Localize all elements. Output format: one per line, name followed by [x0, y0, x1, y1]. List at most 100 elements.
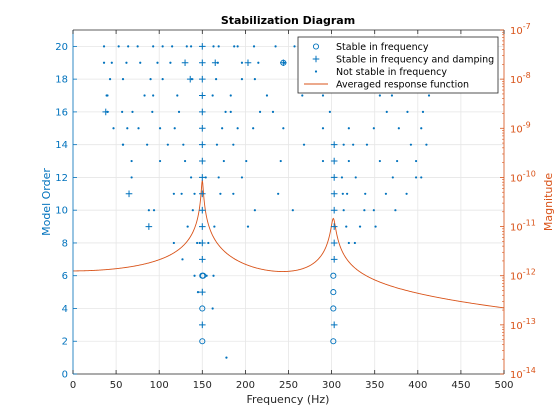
- stable-frequency-damping-marker: [199, 256, 206, 263]
- not-stable-marker: [222, 159, 225, 163]
- not-stable-marker: [328, 110, 331, 114]
- not-stable-marker: [106, 110, 109, 114]
- not-stable-marker: [172, 241, 175, 245]
- y-tick-right-exponent: -10: [523, 169, 536, 178]
- stable-frequency-damping-marker: [244, 59, 252, 67]
- y-tick-left-label: 18: [55, 75, 68, 86]
- y-tick-right-label: 10-8: [510, 71, 531, 86]
- not-stable-marker: [185, 45, 188, 48]
- stable-frequency-damping-marker: [199, 321, 206, 329]
- not-stable-marker: [240, 176, 244, 179]
- not-stable-marker: [240, 61, 244, 64]
- not-stable-marker: [253, 209, 256, 212]
- not-stable-marker: [378, 94, 381, 97]
- not-stable-marker: [211, 307, 214, 310]
- not-stable-marker: [190, 78, 194, 81]
- not-stable-marker: [372, 209, 375, 212]
- not-stable-marker: [121, 78, 125, 81]
- not-stable-marker: [396, 159, 399, 163]
- not-stable-marker: [117, 45, 120, 48]
- y-tick-right-exponent: -7: [523, 22, 531, 31]
- not-stable-marker: [212, 274, 215, 277]
- stable-frequency-damping-marker: [199, 190, 206, 198]
- y-tick-right-base: 10: [510, 173, 523, 184]
- not-stable-marker: [358, 225, 362, 228]
- not-stable-marker: [354, 176, 357, 179]
- stable-frequency-damping-marker: [330, 256, 338, 263]
- not-stable-marker: [130, 176, 133, 179]
- x-tick-label: 0: [70, 380, 76, 391]
- not-stable-marker: [293, 45, 296, 48]
- not-stable-marker: [131, 110, 134, 114]
- stable-frequency-damping-marker: [199, 124, 206, 132]
- not-stable-marker: [374, 225, 377, 228]
- not-stable-marker: [186, 225, 189, 228]
- not-stable-marker: [183, 159, 187, 163]
- not-stable-marker: [189, 45, 193, 48]
- not-stable-marker: [347, 159, 350, 163]
- x-tick-label: 150: [193, 380, 212, 391]
- stable-frequency-marker: [199, 305, 206, 312]
- not-stable-marker: [340, 176, 344, 179]
- stable-frequency-marker: [199, 338, 206, 345]
- not-stable-marker: [245, 159, 248, 163]
- stable-frequency-damping-marker: [199, 223, 206, 230]
- not-stable-marker: [252, 45, 256, 48]
- y-tick-right-exponent: -14: [523, 366, 536, 375]
- stable-frequency-damping-marker: [312, 55, 320, 63]
- stable-frequency-damping-marker: [199, 141, 206, 148]
- not-stable-marker: [211, 94, 214, 97]
- not-stable-marker: [274, 45, 277, 48]
- not-stable-marker: [277, 192, 280, 195]
- y-tick-right-base: 10: [510, 370, 523, 381]
- not-stable-marker: [341, 192, 344, 195]
- not-stable-marker: [198, 241, 201, 245]
- not-stable-marker: [414, 159, 418, 163]
- not-stable-marker: [196, 290, 200, 294]
- y-tick-right-label: 10-9: [510, 120, 531, 135]
- stable-frequency-damping-marker: [330, 157, 338, 165]
- not-stable-marker: [221, 127, 224, 130]
- not-stable-marker: [126, 127, 129, 130]
- stable-frequency-damping-marker: [199, 75, 206, 83]
- not-stable-marker: [204, 176, 207, 179]
- not-stable-marker: [378, 159, 381, 163]
- not-stable-marker: [219, 192, 222, 195]
- y-tick-right-base: 10: [510, 321, 523, 332]
- not-stable-marker: [391, 176, 394, 179]
- not-stable-marker: [112, 127, 115, 130]
- not-stable-marker: [321, 159, 325, 163]
- not-stable-marker: [152, 94, 155, 97]
- x-tick-label: 50: [110, 380, 123, 391]
- not-stable-marker: [427, 94, 431, 97]
- not-stable-marker: [314, 70, 318, 73]
- not-stable-marker: [217, 45, 220, 48]
- stable-frequency-marker: [312, 43, 320, 50]
- not-stable-marker: [385, 110, 388, 114]
- not-stable-marker: [217, 176, 220, 179]
- not-stable-marker: [425, 143, 428, 146]
- not-stable-marker: [342, 143, 345, 146]
- not-stable-marker: [372, 127, 375, 130]
- not-stable-marker: [216, 61, 219, 64]
- not-stable-marker: [121, 110, 124, 114]
- not-stable-marker: [229, 94, 232, 97]
- not-stable-marker: [420, 176, 423, 179]
- legend-entry: Averaged response function: [336, 80, 469, 91]
- not-stable-marker: [143, 94, 146, 97]
- x-tick-label: 300: [322, 380, 341, 391]
- not-stable-marker: [233, 45, 236, 48]
- stable-frequency-damping-marker: [199, 59, 206, 67]
- not-stable-marker: [282, 127, 285, 130]
- not-stable-marker: [172, 192, 175, 195]
- x-tick-label: 100: [150, 380, 169, 391]
- not-stable-marker: [397, 127, 400, 130]
- not-stable-marker: [406, 110, 409, 114]
- not-stable-marker: [321, 127, 325, 130]
- not-stable-marker: [345, 225, 348, 228]
- not-stable-marker: [191, 209, 194, 212]
- not-stable-marker: [291, 209, 294, 212]
- not-stable-marker: [146, 143, 149, 146]
- not-stable-marker: [225, 356, 228, 359]
